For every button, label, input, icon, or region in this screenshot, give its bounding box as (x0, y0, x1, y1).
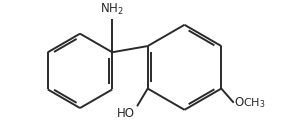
Text: NH$_2$: NH$_2$ (100, 2, 124, 17)
Text: O: O (235, 96, 244, 109)
Text: HO: HO (117, 107, 135, 120)
Text: CH$_3$: CH$_3$ (243, 96, 265, 110)
